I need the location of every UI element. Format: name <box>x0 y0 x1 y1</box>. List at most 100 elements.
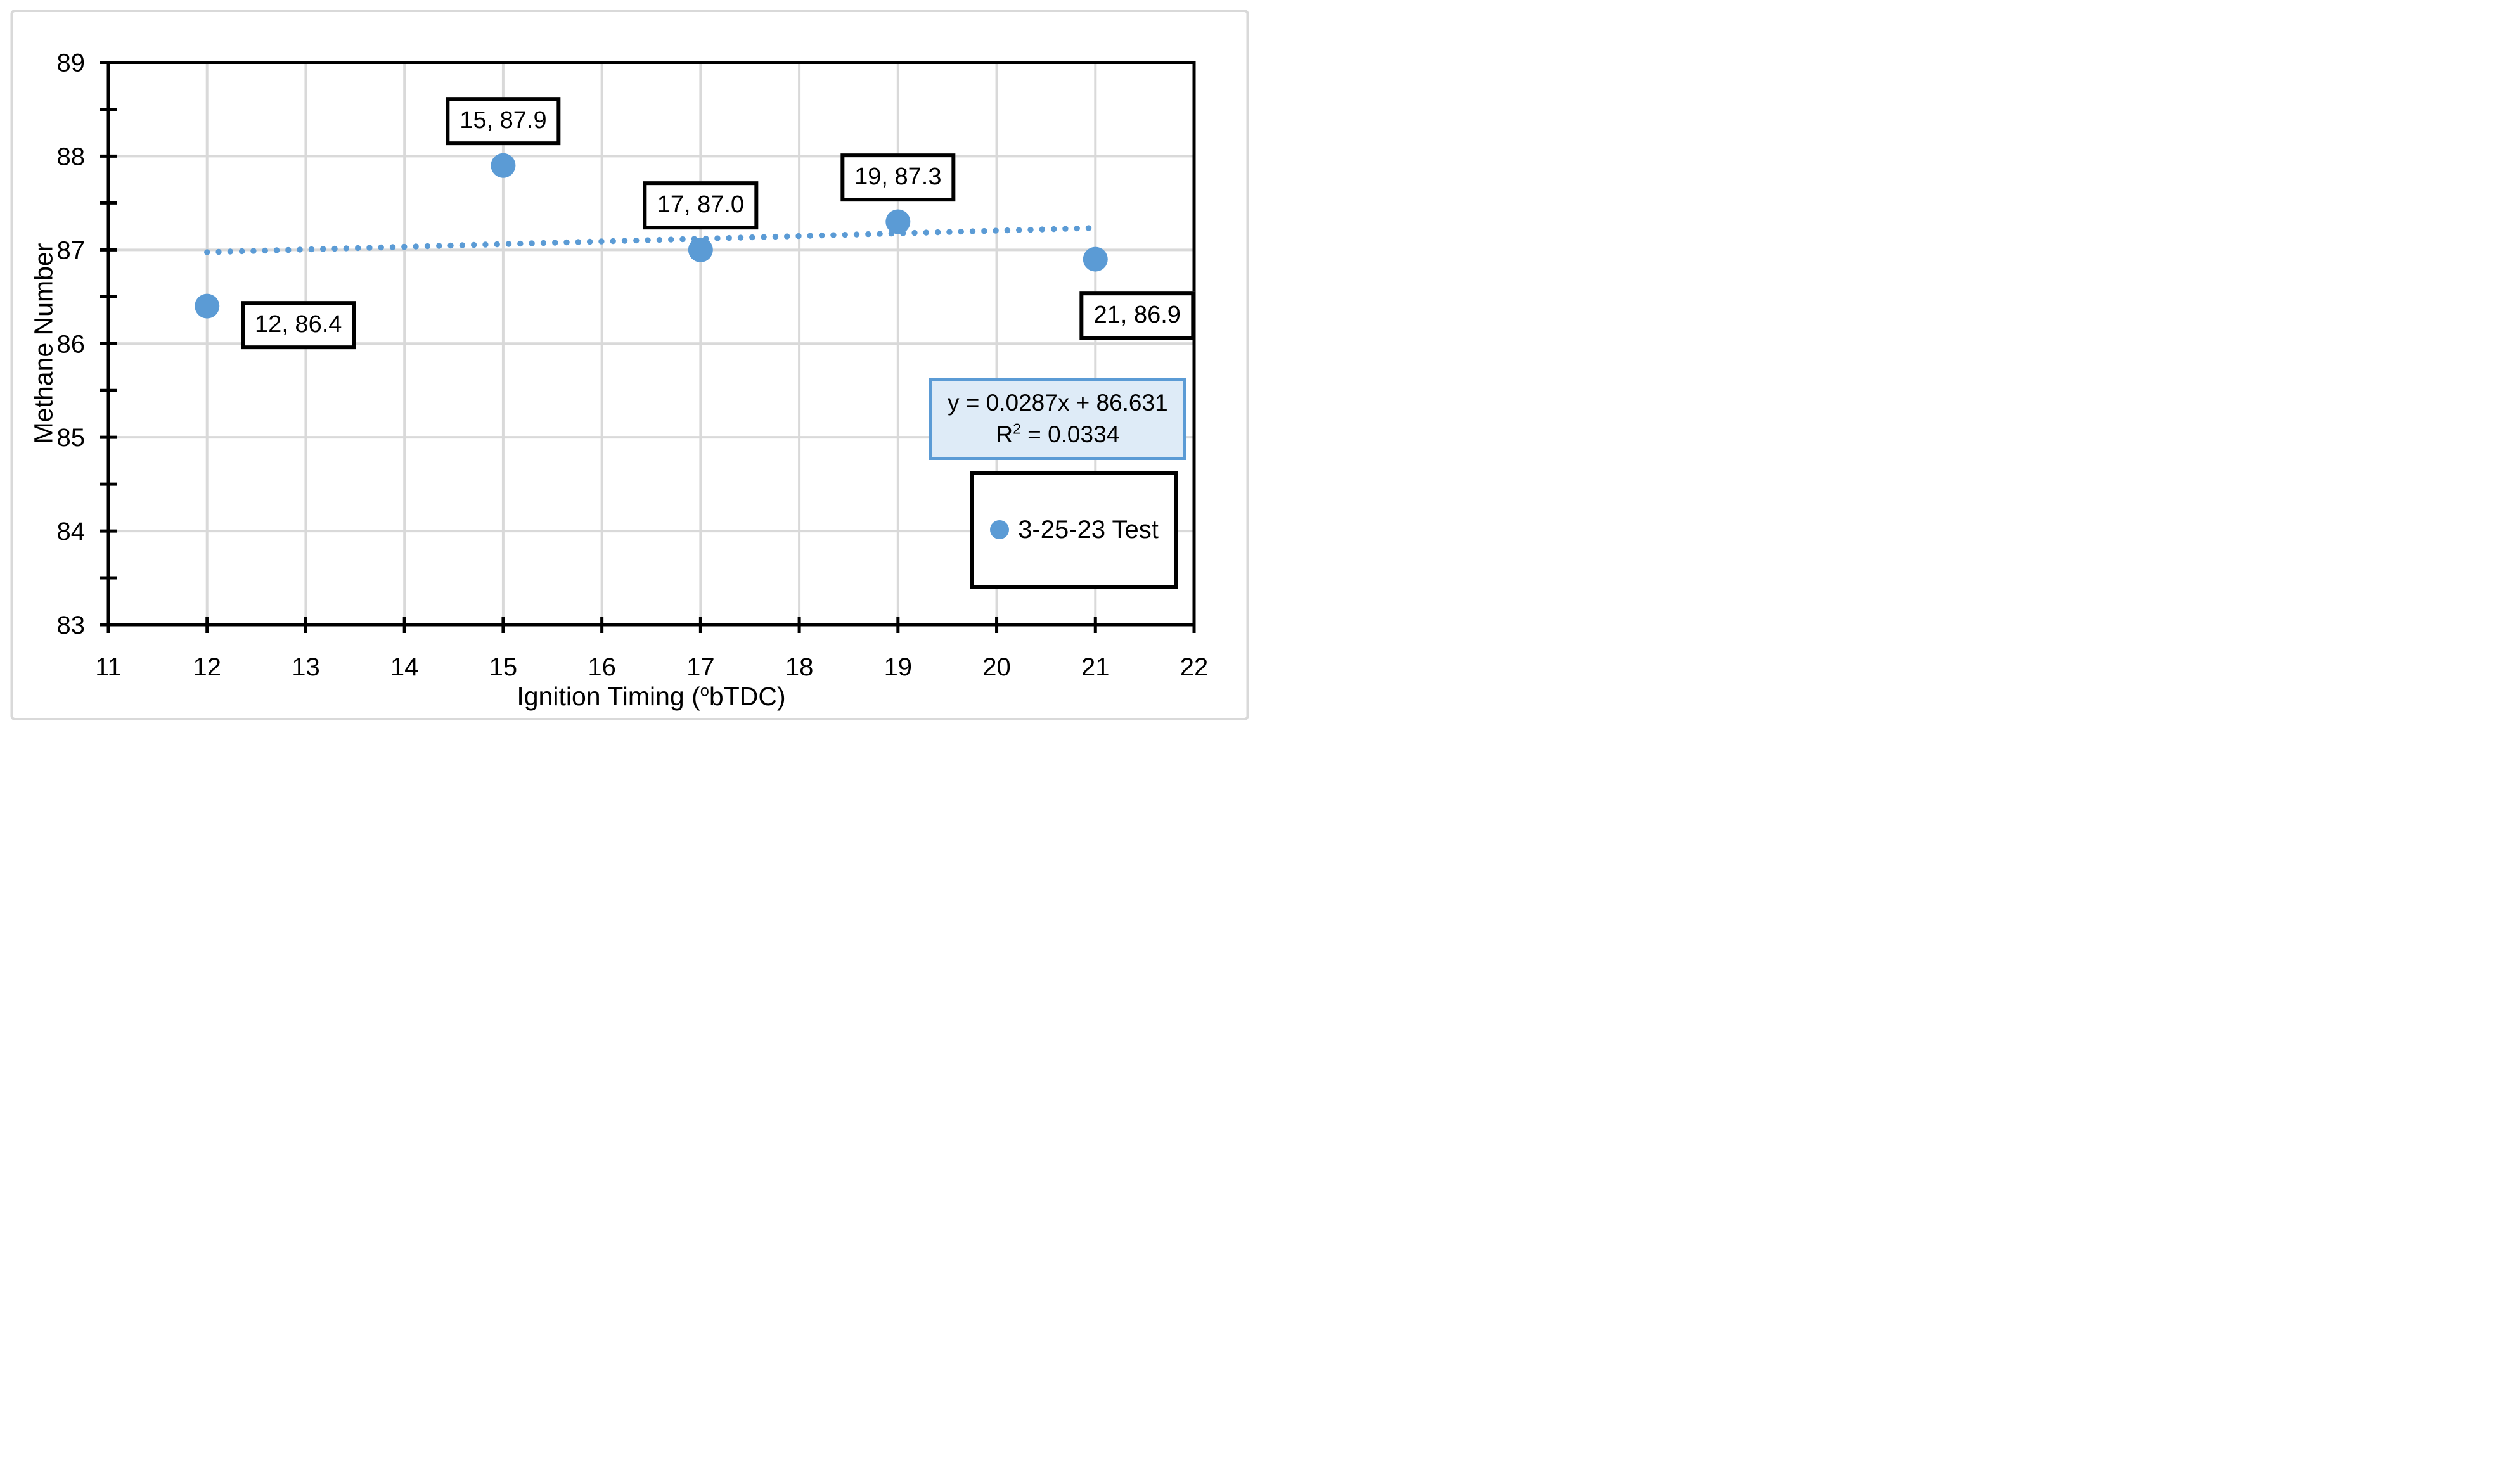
trendline-dot <box>366 245 373 251</box>
trendline-dot <box>424 243 431 250</box>
y-axis-title[interactable]: Methane Number <box>29 243 58 444</box>
trendline-dot <box>877 231 883 237</box>
x-axis-tick-label: 19 <box>884 653 913 681</box>
scatter-plot-canvas: 11 12 13 14 15 16 17 18 19 20 21 22 83 84 85 86 87 88 89 <box>10 10 1249 720</box>
data-point-label[interactable]: 21, 86.9 <box>1079 291 1195 340</box>
trendline-dot <box>1085 225 1092 231</box>
x-axis-tick-label: 20 <box>982 653 1011 681</box>
trendline-dot <box>285 246 292 253</box>
chart-outer-border <box>10 10 1249 720</box>
trendline-dot <box>447 242 454 249</box>
data-point-marker[interactable] <box>491 153 516 178</box>
trendline-dot <box>923 229 930 236</box>
trendline-dot <box>981 227 987 234</box>
trendline-dot <box>354 245 361 252</box>
x-axis-tick-label: 12 <box>193 653 221 681</box>
trendline-dot <box>772 233 779 240</box>
x-axis-tick-label: 22 <box>1180 653 1209 681</box>
trendline-dot <box>482 241 489 248</box>
trendline-dot <box>853 231 860 238</box>
data-point-marker[interactable] <box>885 209 911 234</box>
data-point-label[interactable]: 17, 87.0 <box>643 181 759 230</box>
trendline-dot <box>668 236 674 243</box>
trendline-dot <box>308 246 315 253</box>
trendline-dot <box>969 228 976 234</box>
trendline-dot <box>586 238 593 245</box>
x-axis-tick-label: 17 <box>686 653 715 681</box>
trendline-dot <box>865 231 871 238</box>
data-point-marker[interactable] <box>688 237 713 262</box>
trendline-dot <box>273 247 280 253</box>
trendline-dot <box>540 240 547 246</box>
trendline-dot <box>656 236 663 243</box>
trendline-dot <box>621 238 628 244</box>
trendline-dot <box>436 243 442 249</box>
trendline-dot <box>331 245 338 252</box>
trendline-dot <box>784 233 790 240</box>
trendline-dot <box>645 237 651 243</box>
trendline-dot <box>807 233 814 239</box>
trendline-dot <box>250 248 257 254</box>
x-axis-tick-label: 16 <box>588 653 616 681</box>
data-point-label[interactable]: 12, 86.4 <box>241 301 356 349</box>
legend[interactable]: 3-25-23 Test <box>970 471 1178 589</box>
trendline-dot <box>297 246 303 253</box>
trendline-dot <box>563 239 570 246</box>
trendline-dot <box>726 234 732 241</box>
y-axis-tick-label: 84 <box>57 518 86 546</box>
trendline-dot <box>204 249 210 255</box>
trendline-dot <box>320 246 326 252</box>
data-point-marker[interactable] <box>1083 246 1108 272</box>
x-axis-title[interactable]: Ignition Timing (obTDC) <box>517 682 786 711</box>
trendline-dot <box>413 243 419 250</box>
trendline-dot <box>552 240 558 246</box>
data-point-marker[interactable] <box>195 293 220 319</box>
y-axis-tick-label: 87 <box>57 236 86 264</box>
trendline-dot <box>378 244 384 251</box>
trendline-dot <box>459 242 466 248</box>
trendline-dot <box>842 231 848 238</box>
chart-overlay: y = 0.0287x + 86.631 R2 = 0.0334 3-25-23… <box>0 0 1260 732</box>
trendline-equation-text: y = 0.0287x + 86.631 <box>948 390 1168 416</box>
trendline-dot <box>610 238 616 245</box>
trendline-dot <box>598 238 605 245</box>
y-axis-tick-label: 88 <box>57 143 86 170</box>
trendline-dot <box>1004 227 1011 234</box>
trendline-dot <box>1062 226 1069 232</box>
trendline-dot <box>401 243 408 250</box>
trendline-dot <box>958 228 964 235</box>
trendline-dot <box>993 227 999 234</box>
trendline-dot <box>934 229 941 236</box>
trendline-dot <box>633 237 640 244</box>
trendline-dot <box>1039 226 1046 233</box>
y-axis-tick-label: 86 <box>57 330 86 358</box>
legend-series-label: 3-25-23 Test <box>1018 515 1159 544</box>
trendline-dot <box>215 248 222 255</box>
trendline-dot <box>749 234 755 241</box>
trendline-dot <box>1074 225 1080 232</box>
trendline-dot <box>575 239 582 245</box>
y-axis-tick-label: 89 <box>57 49 86 77</box>
trendline-dot <box>679 236 686 243</box>
trendline-dot <box>737 234 744 241</box>
trendline-dot <box>830 232 837 238</box>
trendline-equation-box[interactable]: y = 0.0287x + 86.631 R2 = 0.0334 <box>929 378 1186 460</box>
chart-area: 11 12 13 14 15 16 17 18 19 20 21 22 83 84 85 86 87 88 89 y… <box>0 0 1260 732</box>
series-markers <box>195 153 1108 319</box>
trendline-dot <box>517 240 524 247</box>
data-point-label[interactable]: 19, 87.3 <box>840 153 956 201</box>
trendline-dot <box>1050 226 1057 233</box>
trendline-dot <box>529 240 535 246</box>
x-axis-tick-label: 13 <box>292 653 320 681</box>
trendline-dot <box>714 235 721 241</box>
trendline-dot <box>911 229 918 236</box>
trendline-dot <box>262 247 268 254</box>
y-axis-tick-label: 85 <box>57 424 86 452</box>
x-axis-tick-label: 14 <box>390 653 419 681</box>
trendline-dot <box>946 229 953 235</box>
trendline-dot <box>795 233 802 240</box>
trendline-dot <box>343 245 350 252</box>
trendline-dot <box>1027 226 1034 233</box>
data-point-label[interactable]: 15, 87.9 <box>446 97 561 146</box>
trendline-dot <box>227 248 234 255</box>
